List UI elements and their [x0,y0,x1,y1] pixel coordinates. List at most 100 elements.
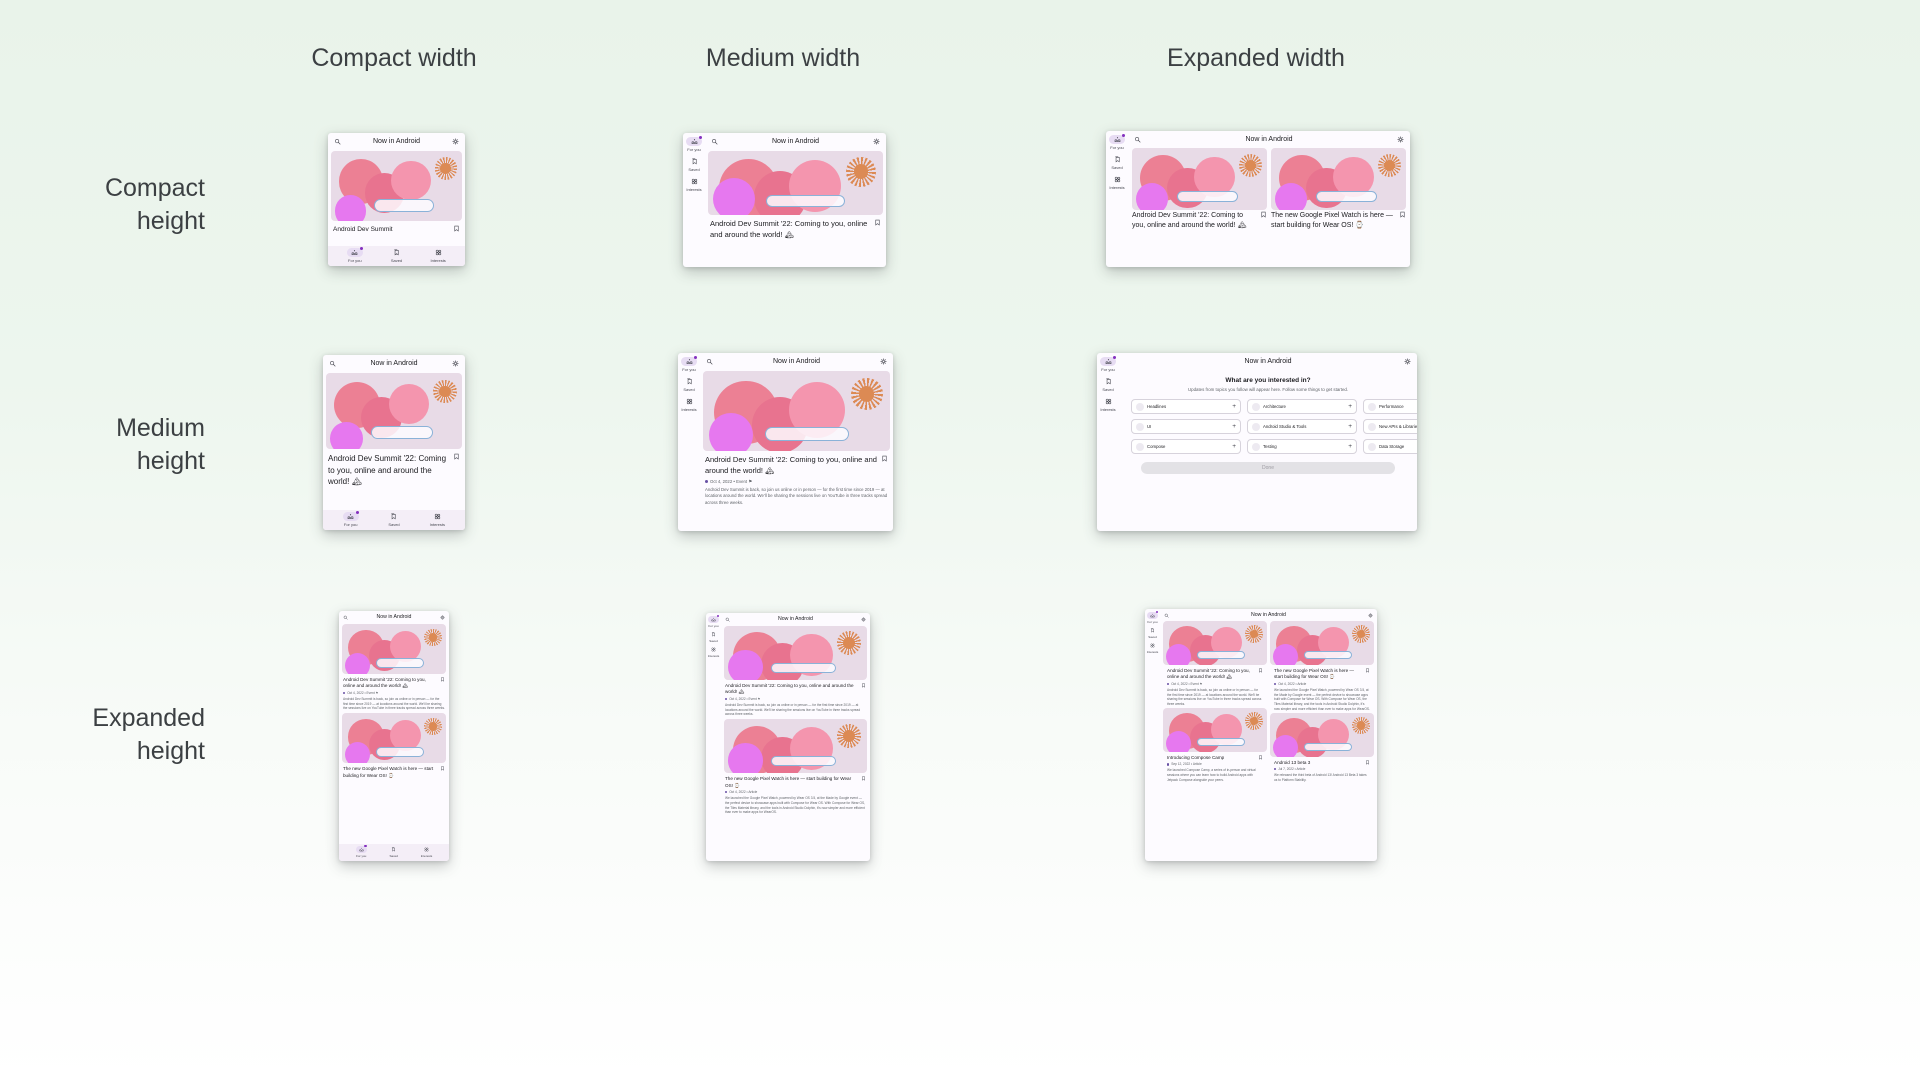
nav-item-for-you[interactable]: For you [346,246,363,263]
nav-item-for-you[interactable]: For you [681,355,697,372]
search-icon[interactable] [343,615,348,620]
pill-shape [771,756,837,767]
topic-chip[interactable]: Architecture + [1247,399,1357,414]
nav-item-interests[interactable]: Interests [686,177,702,192]
sunburst-shape [1245,624,1263,643]
feed-scroll-area[interactable]: Android Dev Summit '22: Coming to you, o… [339,623,449,844]
settings-icon[interactable] [861,617,866,622]
done-button[interactable]: Done [1141,462,1395,474]
article-card[interactable]: The new Google Pixel Watch is here — sta… [721,774,870,816]
pill-shape [1315,190,1377,202]
settings-icon[interactable] [1368,613,1373,618]
search-icon[interactable] [711,138,718,145]
nav-item-for-you[interactable]: For you [1109,133,1125,150]
search-icon[interactable] [334,138,341,145]
settings-icon[interactable] [873,138,880,145]
nav-item-interests[interactable]: Interests [1147,642,1158,654]
bookmark-icon[interactable] [861,683,866,688]
settings-icon[interactable] [1404,358,1411,365]
article-card[interactable]: Android Dev Summit '22: Coming to you, o… [339,675,449,712]
bookmark-icon[interactable] [881,455,888,462]
search-icon[interactable] [1134,136,1141,143]
for-you-icon [1109,133,1125,144]
article-card[interactable]: Introducing Compose Camp Sep 12, 2022 • … [1163,753,1267,784]
add-topic-button[interactable]: + [1232,443,1236,450]
article-card[interactable]: The new Google Pixel Watch is here — sta… [1271,148,1406,267]
bookmark-icon[interactable] [874,219,881,226]
app-title: Now in Android [778,616,813,622]
article-card[interactable]: Android Dev Summit '22: Coming to you, o… [323,450,465,490]
article-card[interactable]: Android Dev Summit '22: Coming to you, o… [1132,148,1267,267]
bookmark-icon[interactable] [1260,211,1267,218]
add-topic-button[interactable]: + [1348,423,1352,430]
settings-icon[interactable] [452,138,459,145]
nav-item-saved[interactable]: Saved [386,512,402,527]
bookmark-icon[interactable] [453,225,460,232]
settings-icon[interactable] [1397,136,1404,143]
search-icon[interactable] [1164,613,1169,618]
nav-item-saved[interactable]: Saved [681,377,697,392]
nav-item-interests[interactable]: Interests [430,248,446,263]
nav-item-interests[interactable]: Interests [681,397,697,412]
bookmark-icon[interactable] [440,766,445,771]
article-card[interactable]: The new Google Pixel Watch is here — sta… [1270,666,1374,713]
nav-item-for-you[interactable]: For you [1147,610,1158,624]
bookmark-icon[interactable] [1365,668,1370,673]
nav-label: For you [708,624,719,628]
article-card[interactable]: Android Dev Summit '22: Coming to you, o… [1163,666,1267,708]
nav-item-interests[interactable]: Interests [429,512,445,527]
nav-item-saved[interactable]: Saved [388,248,404,263]
pill-shape [771,662,837,673]
meta-text: Oct 4, 2022 • Article [1278,681,1307,686]
nav-item-for-you[interactable]: For you [355,844,367,858]
topic-chip[interactable]: Android Studio & Tools + [1247,419,1357,434]
nav-item-saved[interactable]: Saved [1147,627,1158,639]
topic-chip[interactable]: Testing + [1247,439,1357,454]
settings-icon[interactable] [452,360,459,367]
bookmark-icon[interactable] [1399,211,1406,218]
search-icon[interactable] [706,358,713,365]
settings-icon[interactable] [880,358,887,365]
nav-item-saved[interactable]: Saved [1109,155,1125,170]
topic-chip[interactable]: New APIs & Libraries+ [1363,419,1417,434]
nav-item-for-you[interactable]: For you [342,510,359,527]
add-topic-button[interactable]: + [1232,423,1236,430]
feed-scroll-area[interactable]: Android Dev Summit '22: Coming to you, o… [721,625,870,861]
topic-label: UI [1147,424,1152,429]
article-card[interactable]: The new Google Pixel Watch is here — sta… [339,764,449,780]
bookmark-icon[interactable] [861,776,866,781]
magenta-circle-shape [1275,182,1308,210]
topic-chip[interactable]: Compose + [1131,439,1241,454]
add-topic-button[interactable]: + [1348,443,1352,450]
article-card[interactable]: Android Dev Summit [328,222,465,236]
add-topic-button[interactable]: + [1232,403,1236,410]
bookmark-icon[interactable] [1365,760,1370,765]
nav-item-interests[interactable]: Interests [421,846,432,858]
nav-item-saved[interactable]: Saved [686,157,702,172]
nav-item-saved[interactable]: Saved [1100,377,1116,392]
nav-item-for-you[interactable]: For you [686,135,702,152]
bookmark-icon[interactable] [1258,668,1263,673]
settings-icon[interactable] [440,615,445,620]
topic-chip[interactable]: UI + [1131,419,1241,434]
nav-item-saved[interactable]: Saved [388,846,399,858]
topic-chip[interactable]: Data Storage+ [1363,439,1417,454]
nav-item-for-you[interactable]: For you [708,614,719,628]
nav-item-interests[interactable]: Interests [1109,175,1125,190]
add-topic-button[interactable]: + [1348,403,1352,410]
bookmark-icon[interactable] [440,677,445,682]
nav-item-saved[interactable]: Saved [708,631,719,643]
search-icon[interactable] [725,617,730,622]
nav-item-interests[interactable]: Interests [708,646,719,658]
article-card[interactable]: Android Dev Summit '22: Coming to you, o… [705,216,886,243]
bookmark-icon[interactable] [453,453,460,460]
nav-item-interests[interactable]: Interests [1100,397,1116,412]
search-icon[interactable] [329,360,336,367]
article-card[interactable]: Android Dev Summit '22: Coming to you, o… [700,452,893,509]
topic-chip[interactable]: Performance+ [1363,399,1417,414]
article-card[interactable]: Android 13 beta 3 Jul 7, 2022 • Article … [1270,758,1374,784]
article-card[interactable]: Android Dev Summit '22: Coming to you, o… [721,681,870,718]
topic-chip[interactable]: Headlines + [1131,399,1241,414]
bookmark-icon[interactable] [1258,755,1263,760]
nav-item-for-you[interactable]: For you [1100,355,1116,372]
